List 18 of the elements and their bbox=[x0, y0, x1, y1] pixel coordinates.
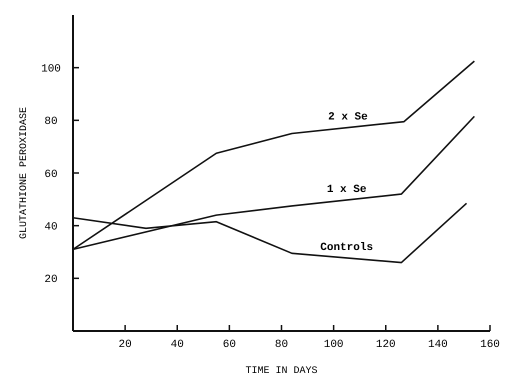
y-axis-title: GLUTATHIONE PEROXIDASE bbox=[19, 106, 30, 240]
series-label: 1 x Se bbox=[326, 184, 367, 196]
x-tick-label: 60 bbox=[222, 339, 236, 351]
series-label: 2 x Se bbox=[328, 112, 368, 124]
series-label: Controls bbox=[320, 242, 374, 254]
x-tick-label: 80 bbox=[274, 339, 288, 351]
x-tick-label: 40 bbox=[170, 339, 184, 351]
x-tick-label: 140 bbox=[428, 339, 448, 351]
x-tick-label: 100 bbox=[324, 339, 344, 351]
y-tick-label: 80 bbox=[44, 116, 58, 128]
y-tick-label: 20 bbox=[44, 274, 58, 286]
x-axis-title: TIME IN DAYS bbox=[245, 366, 318, 377]
y-tick-label: 60 bbox=[44, 168, 58, 181]
x-tick-label: 20 bbox=[118, 339, 132, 351]
y-tick-label: 40 bbox=[44, 222, 58, 234]
x-tick-label: 120 bbox=[376, 339, 396, 351]
y-tick-label: 100 bbox=[41, 64, 61, 76]
x-tick-label: 160 bbox=[480, 339, 500, 351]
